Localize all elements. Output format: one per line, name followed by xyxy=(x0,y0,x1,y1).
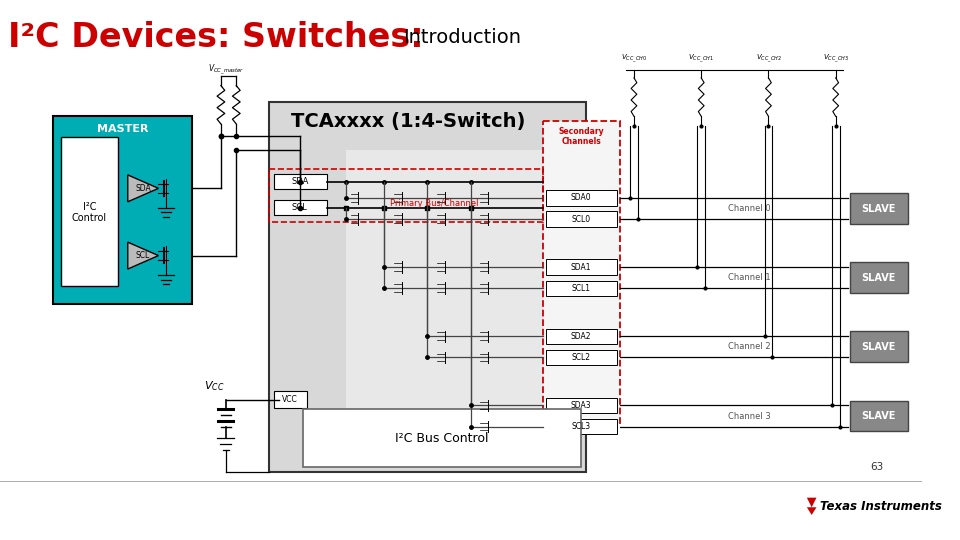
Bar xyxy=(851,332,908,362)
Bar xyxy=(545,419,616,434)
Text: $V_{CC\_CH2}$: $V_{CC\_CH2}$ xyxy=(756,53,781,65)
Bar xyxy=(542,121,619,424)
Text: Channel 3: Channel 3 xyxy=(728,411,771,421)
Text: Secondary
Channels: Secondary Channels xyxy=(559,127,604,146)
Bar xyxy=(274,391,307,408)
Bar xyxy=(545,350,616,365)
Text: SLAVE: SLAVE xyxy=(862,342,896,352)
Text: $V_{CC}$: $V_{CC}$ xyxy=(204,379,225,393)
Bar xyxy=(545,398,616,413)
Bar xyxy=(274,200,326,215)
Text: 63: 63 xyxy=(871,462,884,472)
Bar xyxy=(851,193,908,224)
Bar xyxy=(545,281,616,296)
Bar xyxy=(346,150,581,424)
Bar xyxy=(545,259,616,275)
Text: VCC: VCC xyxy=(282,395,298,404)
Bar xyxy=(545,329,616,344)
Text: $V_{CC\_master}$: $V_{CC\_master}$ xyxy=(208,63,245,77)
Bar xyxy=(851,401,908,431)
Text: Channel 2: Channel 2 xyxy=(728,342,771,352)
Polygon shape xyxy=(128,242,158,269)
Text: SCL: SCL xyxy=(135,251,150,260)
Polygon shape xyxy=(128,175,158,202)
Text: SCL: SCL xyxy=(292,203,307,212)
Bar xyxy=(545,211,616,227)
Bar xyxy=(269,169,542,222)
Bar xyxy=(545,190,616,206)
Text: Channel 1: Channel 1 xyxy=(728,273,771,282)
Text: SDA0: SDA0 xyxy=(571,193,591,202)
Text: SDA2: SDA2 xyxy=(571,332,591,341)
Bar xyxy=(53,116,192,303)
Text: SCL0: SCL0 xyxy=(571,214,590,224)
Text: SLAVE: SLAVE xyxy=(862,411,896,421)
Polygon shape xyxy=(806,498,817,515)
Text: $V_{CC\_CH3}$: $V_{CC\_CH3}$ xyxy=(823,53,849,65)
Bar xyxy=(269,102,586,472)
Text: TCAxxxx (1:4-Switch): TCAxxxx (1:4-Switch) xyxy=(291,112,525,131)
Text: SLAVE: SLAVE xyxy=(862,273,896,282)
Text: SCL3: SCL3 xyxy=(571,422,590,431)
Text: Primary Bus/Channel: Primary Bus/Channel xyxy=(391,199,479,208)
Bar xyxy=(302,409,581,467)
Text: SDA1: SDA1 xyxy=(571,262,591,272)
Bar xyxy=(851,262,908,293)
Text: Introduction: Introduction xyxy=(403,28,521,47)
Text: I²C Devices: Switches:: I²C Devices: Switches: xyxy=(8,21,423,54)
Bar xyxy=(274,174,326,190)
Text: Texas Instruments: Texas Instruments xyxy=(821,500,942,513)
Text: SDA3: SDA3 xyxy=(571,401,591,410)
Text: Channel 0: Channel 0 xyxy=(728,204,771,213)
Text: $V_{CC\_CH0}$: $V_{CC\_CH0}$ xyxy=(621,53,647,65)
Bar xyxy=(60,138,118,286)
Text: I²C Bus Control: I²C Bus Control xyxy=(396,431,489,444)
Text: $V_{CC\_CH1}$: $V_{CC\_CH1}$ xyxy=(688,53,714,65)
Text: MASTER: MASTER xyxy=(97,124,148,134)
Text: SCL1: SCL1 xyxy=(571,284,590,293)
Text: SDA: SDA xyxy=(291,177,308,186)
Text: SLAVE: SLAVE xyxy=(862,204,896,213)
Text: SCL2: SCL2 xyxy=(571,353,590,362)
Text: I²C
Control: I²C Control xyxy=(72,201,107,223)
Text: SDA: SDA xyxy=(135,184,151,193)
